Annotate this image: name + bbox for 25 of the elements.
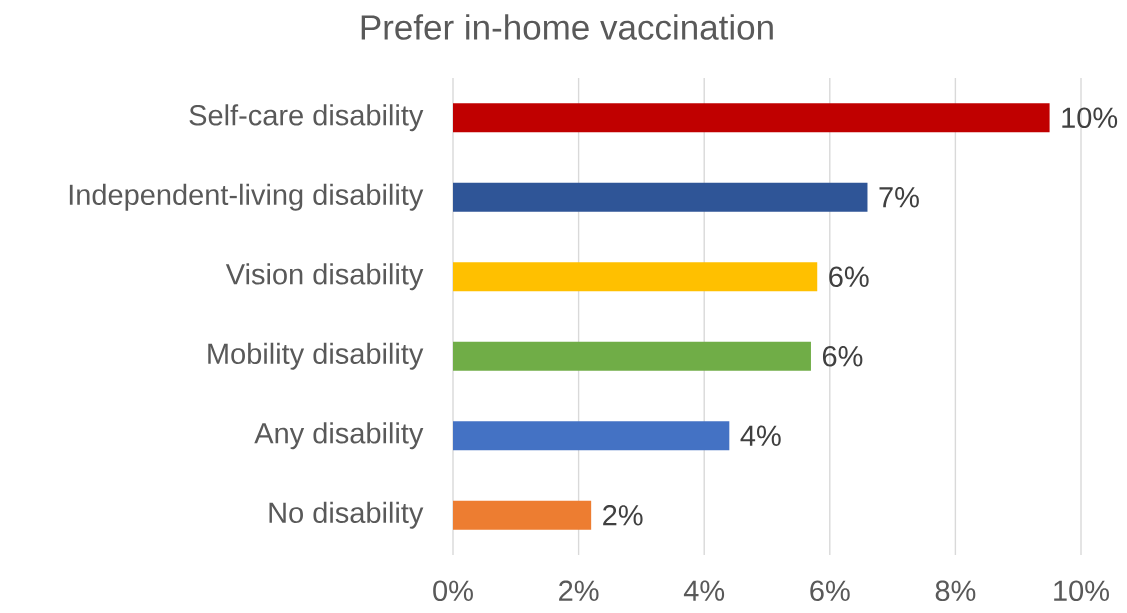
data-label: 6%	[829, 266, 869, 288]
x-tick-label: 8%	[935, 580, 976, 602]
bar	[453, 182, 868, 212]
data-label: 7%	[879, 187, 919, 208]
bar	[453, 421, 730, 451]
x-tick-label: 4%	[683, 580, 725, 601]
y-tick-label: No disability	[269, 501, 424, 529]
x-tick-label: 2%	[559, 580, 599, 601]
bar	[453, 262, 818, 292]
x-tick-label: 0%	[433, 580, 473, 602]
y-tick-label: Independent-living disability	[69, 183, 424, 211]
data-label: 2%	[603, 505, 643, 526]
y-tick-label: Mobility disability	[208, 342, 424, 370]
x-tick-label: 10%	[1054, 580, 1109, 602]
x-tick-label: 6%	[810, 580, 850, 602]
data-label: 6%	[822, 345, 863, 367]
bar	[453, 341, 811, 371]
y-tick-label: Self-care disability	[189, 104, 424, 132]
data-label: 4%	[740, 425, 781, 446]
y-tick-label: Any disability	[254, 422, 424, 450]
data-label: 10%	[1062, 107, 1118, 129]
bar	[453, 500, 592, 530]
chart-title: Prefer in-home vaccination	[361, 14, 773, 40]
y-tick-label: Vision disability	[225, 263, 424, 291]
bar	[453, 103, 1050, 133]
